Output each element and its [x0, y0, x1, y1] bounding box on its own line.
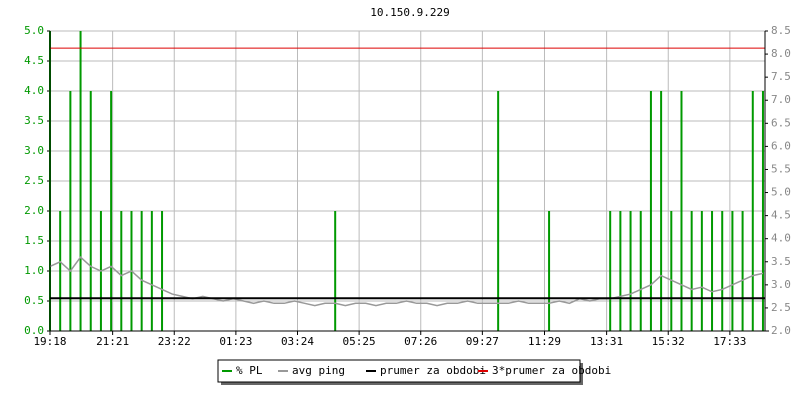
ping-line [49, 256, 764, 307]
y-tick-label: 1.5 [24, 234, 44, 247]
pl-bar [79, 31, 82, 331]
y2-tick-label: 8.0 [771, 47, 791, 60]
x-tick-label: 19:18 [33, 335, 66, 348]
y2-tick-label: 4.5 [771, 209, 791, 222]
y-tick-label: 3.5 [24, 114, 44, 127]
y2-tick-label: 7.5 [771, 70, 791, 83]
x-tick-label: 09:27 [466, 335, 499, 348]
pl-bar [700, 211, 703, 331]
pl-bar [161, 211, 164, 331]
x-tick-label: 13:31 [590, 335, 623, 348]
y-tick-label: 4.5 [24, 54, 44, 67]
y2-tick-label: 6.0 [771, 139, 791, 152]
y-tick-label: 0.5 [24, 294, 44, 307]
pl-bar [120, 211, 123, 331]
y2-tick-label: 7.0 [771, 93, 791, 106]
pl-bar [497, 91, 500, 331]
pl-bar [731, 211, 734, 331]
pl-bar [150, 211, 153, 331]
pl-bar [334, 211, 337, 331]
y2-tick-label: 6.5 [771, 116, 791, 129]
y2-tick-label: 8.5 [771, 24, 791, 37]
legend-label: prumer za obdobi [380, 364, 486, 377]
chart-title: 10.150.9.229 [370, 6, 449, 19]
pl-bar [711, 211, 714, 331]
y2-tick-label: 4.0 [771, 232, 791, 245]
pl-bar [548, 211, 551, 331]
pl-bar [751, 91, 754, 331]
pl-bar [670, 211, 673, 331]
pl-bar [629, 211, 632, 331]
pl-bar [761, 91, 764, 331]
y2-tick-label: 3.5 [771, 255, 791, 268]
x-tick-label: 15:32 [652, 335, 685, 348]
y-tick-label: 2.5 [24, 174, 44, 187]
pl-bar [619, 211, 622, 331]
x-tick-label: 11:29 [528, 335, 561, 348]
x-tick-label: 01:23 [219, 335, 252, 348]
pl-bar [660, 91, 663, 331]
pl-bar [59, 211, 62, 331]
x-tick-label: 07:26 [404, 335, 437, 348]
y2-tick-label: 5.0 [771, 186, 791, 199]
y2-tick-label: 2.5 [771, 301, 791, 314]
legend-label: avg ping [292, 364, 345, 377]
pl-bar [140, 211, 143, 331]
y-tick-label: 1.0 [24, 264, 44, 277]
y2-tick-label: 2.0 [771, 324, 791, 337]
x-tick-label: 23:22 [158, 335, 191, 348]
pl-bar [741, 211, 744, 331]
y-tick-label: 0.0 [24, 324, 44, 337]
pl-bar [639, 211, 642, 331]
x-tick-label: 17:33 [713, 335, 746, 348]
pl-bar [680, 91, 683, 331]
y-tick-label: 2.0 [24, 204, 44, 217]
pl-bar [721, 211, 724, 331]
x-tick-label: 05:25 [343, 335, 376, 348]
pl-bar [89, 91, 92, 331]
legend-box [217, 359, 581, 383]
pl-bar [609, 211, 612, 331]
x-tick-label: 21:21 [96, 335, 129, 348]
pl-bar [110, 91, 113, 331]
pl-bar [690, 211, 693, 331]
x-tick-label: 03:24 [281, 335, 314, 348]
y2-tick-label: 5.5 [771, 162, 791, 175]
legend-label: % PL [236, 364, 263, 377]
pl-bar [69, 91, 72, 331]
y-tick-label: 4.0 [24, 84, 44, 97]
y-tick-label: 3.0 [24, 144, 44, 157]
pl-bar [649, 91, 652, 331]
y2-tick-label: 3.0 [771, 278, 791, 291]
y-tick-label: 5.0 [24, 24, 44, 37]
legend-label: 3*prumer za obdobi [492, 364, 611, 377]
